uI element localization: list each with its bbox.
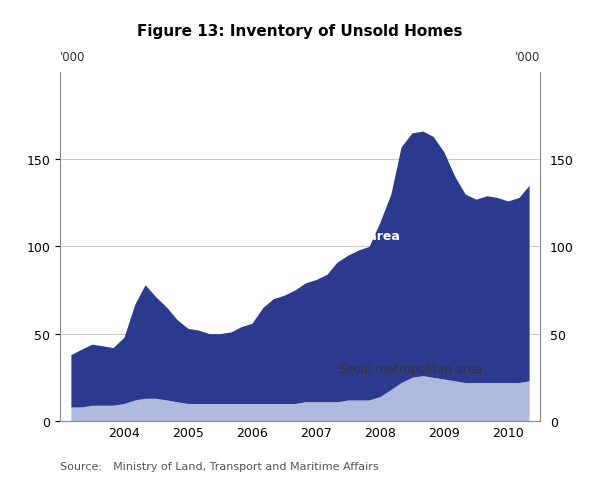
Text: '000: '000 (60, 51, 85, 64)
Text: Seoul metropolitan area: Seoul metropolitan area (339, 363, 482, 375)
Text: '000: '000 (515, 51, 540, 64)
Text: Outside Seoul metropolitan area: Outside Seoul metropolitan area (171, 230, 400, 243)
Text: Source: Ministry of Land, Transport and Maritime Affairs: Source: Ministry of Land, Transport and … (60, 462, 379, 471)
Text: Figure 13: Inventory of Unsold Homes: Figure 13: Inventory of Unsold Homes (137, 24, 463, 39)
